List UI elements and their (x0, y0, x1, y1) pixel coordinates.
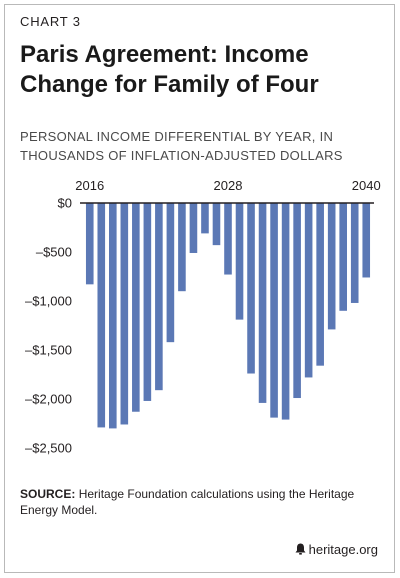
bar-2024 (178, 203, 186, 292)
bar-2036 (316, 203, 324, 366)
y-tick-label: –$2,500 (25, 441, 72, 456)
x-tick-label-2028: 2028 (214, 178, 243, 193)
bar-2017 (97, 203, 106, 428)
y-tick-label: –$500 (36, 245, 72, 260)
bars-group (85, 203, 371, 429)
bar-2027 (212, 203, 221, 246)
footer-brand: heritage.org (295, 542, 378, 558)
source-text: Heritage Foundation calculations using t… (20, 487, 355, 517)
bar-2028 (224, 203, 232, 275)
bar-2038 (339, 203, 347, 311)
bar-2031 (258, 203, 267, 403)
y-axis-ticks: $0 –$500 –$1,000 –$1,500 –$2,000 –$2,500 (25, 196, 72, 456)
bell-icon (295, 543, 306, 558)
x-tick-label-2016: 2016 (75, 178, 104, 193)
chart-title: Paris Agreement: Income Change for Famil… (20, 41, 319, 98)
bar-2035 (304, 203, 313, 378)
chart-frame (4, 4, 395, 573)
bar-2034 (293, 203, 301, 399)
bar-chart: $0 –$500 –$1,000 –$1,500 –$2,000 –$2,500 2016… (25, 178, 381, 456)
bar-2026 (201, 203, 209, 234)
y-tick-label: –$1,000 (25, 294, 72, 309)
bar-2030 (247, 203, 255, 374)
bar-2020 (132, 203, 140, 412)
bar-2029 (235, 203, 244, 320)
bar-2023 (166, 203, 175, 343)
bar-2018 (109, 203, 117, 429)
y-tick-label: –$2,000 (25, 392, 72, 407)
chart-number-label: CHART 3 (20, 14, 81, 29)
x-tick-label-2040: 2040 (352, 178, 381, 193)
bar-2032 (270, 203, 278, 418)
footer-brand-text: heritage.org (308, 542, 378, 557)
bar-2022 (155, 203, 163, 391)
bar-2039 (350, 203, 359, 303)
bar-2021 (143, 203, 152, 401)
bar-2019 (120, 203, 129, 425)
y-tick-label: $0 (58, 196, 72, 211)
bar-2033 (281, 203, 290, 420)
source-note: SOURCE: Heritage Foundation calculations… (20, 486, 380, 518)
x-axis-ticks: 2016 2028 2040 (75, 178, 380, 193)
source-label: SOURCE: (20, 487, 76, 501)
bar-2040 (362, 203, 371, 278)
y-tick-label: –$1,500 (25, 343, 72, 358)
bar-2016 (85, 203, 94, 285)
chart-subtitle: PERSONAL INCOME DIFFERENTIAL BY YEAR, IN… (20, 129, 343, 163)
bar-2037 (327, 203, 336, 330)
bar-2025 (189, 203, 198, 253)
